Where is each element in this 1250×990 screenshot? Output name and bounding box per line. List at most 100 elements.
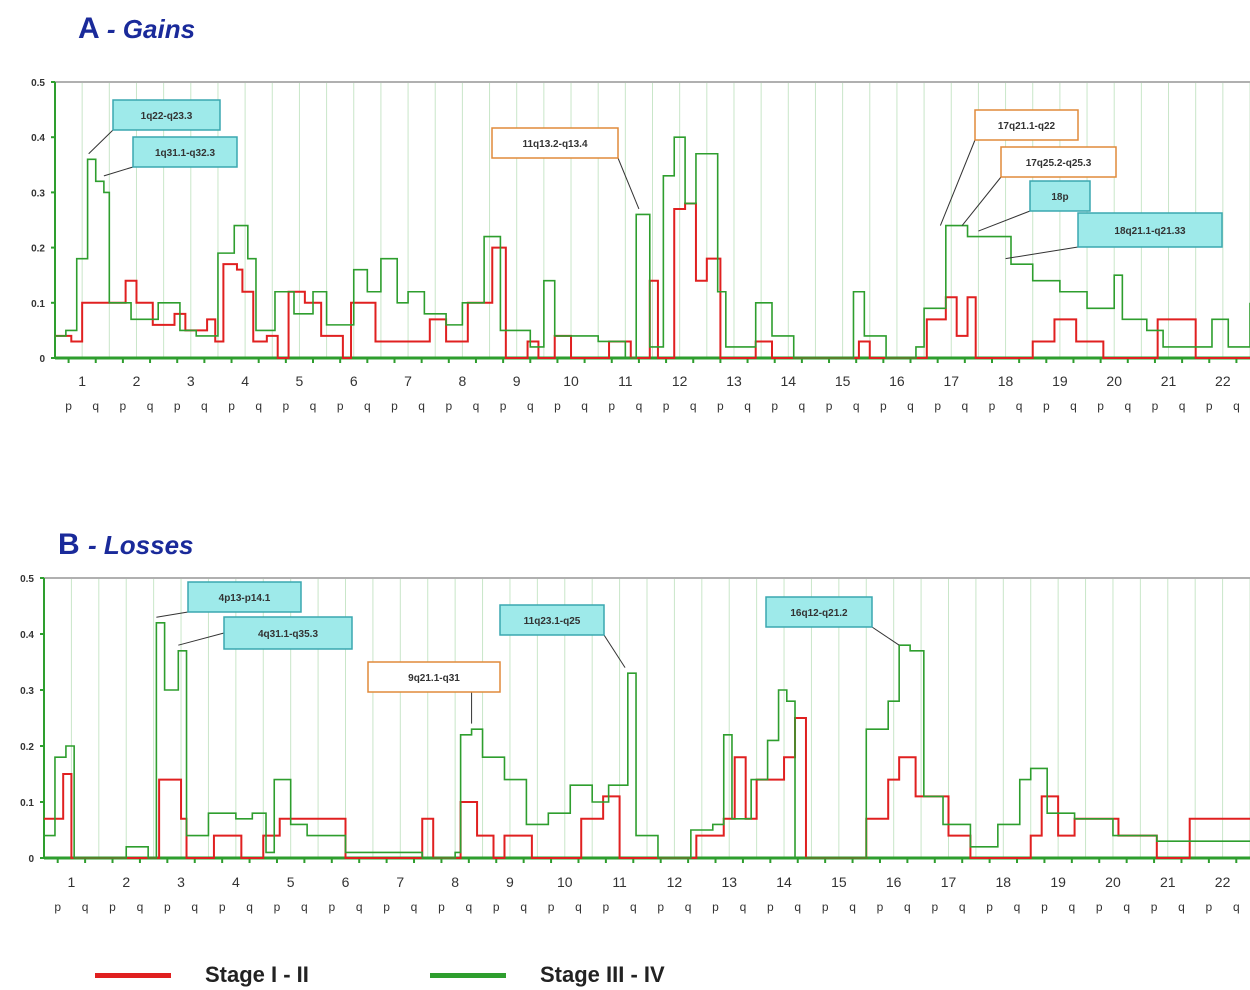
panel-a-series-stage34-line <box>55 136 1250 359</box>
panel-b-title: B - Losses <box>58 528 194 562</box>
panel-a-chromosome-label: 7 <box>404 373 412 389</box>
panel-a-letter: A <box>78 12 99 45</box>
panel-b-arm-label: q <box>1178 900 1185 914</box>
panel-a-arm-label: q <box>907 399 914 413</box>
panel-a-arm-label: p <box>445 399 452 413</box>
panel-b-callout-label: 11q23.1-q25 <box>524 616 581 627</box>
panel-b-callout-label: 9q21.1-q31 <box>408 673 460 684</box>
panel-a-arm-label: p <box>1206 399 1213 413</box>
panel-a-y-tick-label: 0.4 <box>31 133 45 144</box>
legend-stage12: Stage I - II <box>95 962 309 988</box>
panel-b-arm-label: q <box>904 900 911 914</box>
panel-a-callout-leader <box>961 176 1002 226</box>
panel-b-series-stage34-line <box>44 622 1250 859</box>
panel-a-callout-leader <box>1005 246 1079 260</box>
panel-b-arm-label: q <box>794 900 801 914</box>
panel-a-title: A - Gains <box>78 12 195 46</box>
panel-b-chromosome-label: 17 <box>941 874 957 890</box>
panel-b-chromosome-label: 12 <box>667 874 683 890</box>
panel-a-arm-label: p <box>717 399 724 413</box>
panel-a-callout-label: 17q25.2-q25.3 <box>1026 158 1092 169</box>
panel-b-arm-label: q <box>356 900 363 914</box>
panel-a-chromosome-label: 3 <box>187 373 195 389</box>
panel-b-y-tick-label: 0.1 <box>20 798 34 809</box>
panel-b-chromosome-label: 9 <box>506 874 514 890</box>
panel-b-callout-box <box>765 596 873 628</box>
panel-a-arm-label: q <box>799 399 806 413</box>
panel-b-arm-label: p <box>986 900 993 914</box>
panel-a-arm-label: p <box>1152 399 1159 413</box>
panel-a-arm-label: q <box>364 399 371 413</box>
panel-b-dash: - <box>88 530 104 560</box>
panel-a-arm-label: q <box>744 399 751 413</box>
panel-a-arm-label: q <box>1070 399 1077 413</box>
panel-b-series-stage12-line <box>44 717 1250 859</box>
panel-b-arm-label: q <box>246 900 253 914</box>
panel-a-callout-leader <box>978 210 1031 232</box>
panel-b-arm-label: p <box>767 900 774 914</box>
panel-b-chromosome-label: 6 <box>342 874 350 890</box>
panel-b-arm-label: p <box>712 900 719 914</box>
panel-b-chromosome-label: 5 <box>287 874 295 890</box>
panel-a-callout-label: 18p <box>1051 192 1068 203</box>
panel-a-arm-label: q <box>255 399 262 413</box>
panel-b-arm-label: q <box>575 900 582 914</box>
panel-b-callout-leader <box>871 626 900 646</box>
panel-a-arm-label: p <box>608 399 615 413</box>
panel-a-dash: - <box>106 14 123 44</box>
panel-a-chromosome-label: 12 <box>672 373 688 389</box>
panel-a-arm-label: q <box>961 399 968 413</box>
panel-b-chromosome-label: 10 <box>557 874 573 890</box>
panel-a-arm-label: q <box>1016 399 1023 413</box>
panel-a-chromosome-label: 20 <box>1106 373 1122 389</box>
panel-a-arm-label: q <box>636 399 643 413</box>
panel-b-arm-label: p <box>274 900 281 914</box>
panel-a-arm-label: p <box>174 399 181 413</box>
panel-b-arm-label: q <box>411 900 418 914</box>
panel-a-chromosome-label: 16 <box>889 373 905 389</box>
panel-b-chromosome-label: 11 <box>612 874 627 890</box>
panel-b-callout-leader <box>156 611 189 618</box>
panel-a-y-tick-label: 0.3 <box>31 188 45 199</box>
panel-a-callout-leader <box>88 129 114 155</box>
panel-b-chromosome-label: 2 <box>122 874 130 890</box>
panel-a-callout-box <box>491 127 619 159</box>
panel-b-chromosome-label: 15 <box>831 874 847 890</box>
panel-a-callout-leader <box>103 166 134 177</box>
panel-b-arm-label: p <box>383 900 390 914</box>
panel-b-callout-box <box>367 661 501 693</box>
panel-b-callout-leader <box>178 632 225 646</box>
panel-a-chromosome-label: 14 <box>781 373 797 389</box>
panel-a-chromosome-label: 18 <box>998 373 1014 389</box>
panel-a-arm-label: q <box>418 399 425 413</box>
panel-a-chromosome-label: 11 <box>618 373 633 389</box>
panel-a-arm-label: q <box>581 399 588 413</box>
panel-a-callout-leader <box>939 139 976 226</box>
panel-a-callout-label: 17q21.1-q22 <box>998 121 1056 132</box>
panel-a-callout-label: 1q31.1-q32.3 <box>155 148 215 159</box>
panel-a-arm-label: p <box>283 399 290 413</box>
panel-b-callout-box <box>499 604 605 636</box>
panel-b-y-tick-label: 0 <box>28 854 34 865</box>
panel-a-chromosome-label: 22 <box>1215 373 1231 389</box>
panel-b-arm-label: q <box>520 900 527 914</box>
panel-b-callout-label: 4p13-p14.1 <box>219 593 271 604</box>
panel-b-arm-label: p <box>548 900 555 914</box>
panel-a-chromosome-label: 1 <box>78 373 86 389</box>
panel-b-chromosome-label: 14 <box>776 874 792 890</box>
panel-a-arm-label: q <box>1233 399 1240 413</box>
panel-a-arm-label: q <box>201 399 208 413</box>
panel-b-chromosome-label: 4 <box>232 874 240 890</box>
panel-b-arm-label: p <box>328 900 335 914</box>
panel-b-chromosome-label: 19 <box>1050 874 1066 890</box>
panel-a-chromosome-label: 10 <box>563 373 579 389</box>
panel-a-callout-box <box>1029 180 1091 212</box>
panel-a-arm-label: p <box>1043 399 1050 413</box>
panel-a-arm-label: p <box>500 399 507 413</box>
panel-a-arm-label: p <box>1097 399 1104 413</box>
panel-b-y-tick-label: 0.2 <box>20 742 34 753</box>
panel-b-arm-label: q <box>301 900 308 914</box>
panel-a-arm-label: q <box>527 399 534 413</box>
panel-b-arm-label: p <box>164 900 171 914</box>
panel-a-y-tick-label: 0.1 <box>31 299 45 310</box>
